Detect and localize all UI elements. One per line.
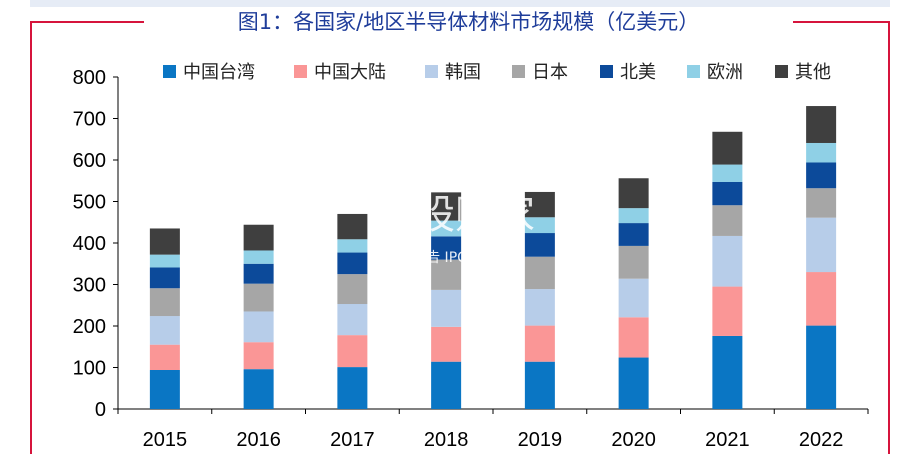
frame-right <box>888 21 890 454</box>
frame-left <box>30 21 32 454</box>
y-tick-label: 600 <box>73 150 106 172</box>
bar-segment <box>337 252 368 275</box>
bar-segment <box>149 228 180 255</box>
y-tick-label: 500 <box>73 192 106 214</box>
legend-swatch <box>294 65 307 78</box>
bar-segment <box>431 259 462 290</box>
bar-segment <box>431 326 462 362</box>
frame-top-right <box>793 21 890 23</box>
bar-segment <box>618 223 649 246</box>
frame-top-left <box>30 21 144 23</box>
x-tick-label: 2016 <box>236 429 281 451</box>
legend-label: 中国台湾 <box>183 62 255 83</box>
bar-segment <box>618 278 649 318</box>
bar-segment <box>149 254 180 268</box>
bar-segment <box>618 208 649 224</box>
top-band <box>30 0 890 7</box>
bar-segment <box>337 239 368 253</box>
x-tick-label: 2020 <box>611 429 656 451</box>
legend-swatch <box>775 65 788 78</box>
x-tick-label: 2019 <box>518 429 563 451</box>
bar-segment <box>243 342 274 370</box>
x-tick-label: 2022 <box>799 429 844 451</box>
bar-segment <box>806 188 837 218</box>
bar-segment <box>712 235 743 287</box>
y-tick-label: 100 <box>73 358 106 380</box>
legend-swatch <box>512 65 525 78</box>
bar-segment <box>431 220 462 237</box>
bar-segment <box>149 288 180 317</box>
bar-segment <box>524 289 555 326</box>
bar-segment <box>149 344 180 370</box>
bar-segment <box>337 274 368 305</box>
watermark-sub-text: 行业报告 IPOIPO.CN <box>384 250 516 266</box>
bar-segment <box>149 369 180 409</box>
legend-label: 韩国 <box>445 62 481 83</box>
bar-segment <box>149 267 180 289</box>
bar-segment <box>431 192 462 221</box>
bar-segment <box>243 283 274 312</box>
bar-segment <box>712 164 743 182</box>
y-tick-label: 300 <box>73 275 106 297</box>
bar-segment <box>806 272 837 326</box>
bar-segment <box>618 178 649 209</box>
bar-segment <box>712 286 743 336</box>
bar-segment <box>806 142 837 163</box>
bar-segment <box>618 317 649 358</box>
bar-segment <box>431 289 462 327</box>
chart-title: 图1：各国家/地区半导体材料市场规模（亿美元） <box>237 10 700 34</box>
x-tick-label: 2018 <box>424 429 469 451</box>
legend-label: 日本 <box>532 62 568 83</box>
bar-segment <box>618 245 649 279</box>
legend-label: 其他 <box>795 62 831 83</box>
x-tick-label: 2015 <box>143 429 188 451</box>
bar-segment <box>243 224 274 251</box>
bar-segment <box>712 205 743 236</box>
y-tick-label: 0 <box>95 399 106 421</box>
bar-segment <box>712 131 743 165</box>
x-tick-label: 2017 <box>330 429 375 451</box>
bar-segment <box>337 304 368 336</box>
y-tick-label: 800 <box>73 67 106 89</box>
legend-swatch <box>425 65 438 78</box>
bar-segment <box>806 217 837 273</box>
y-tick-label: 700 <box>73 109 106 131</box>
bar-segment <box>524 217 555 234</box>
y-tick-label: 200 <box>73 316 106 338</box>
x-tick-label: 2021 <box>705 429 750 451</box>
y-tick-label: 400 <box>73 233 106 255</box>
bar-segment <box>524 191 555 218</box>
watermark-logo-text: 新股购家 <box>375 192 535 238</box>
bar-segment <box>712 335 743 409</box>
bar-segment <box>431 236 462 260</box>
bar-segment <box>149 316 180 345</box>
legend-label: 欧洲 <box>707 62 743 83</box>
bar-segment <box>806 325 837 409</box>
legend-label: 北美 <box>620 62 656 83</box>
bar-segment <box>524 233 555 257</box>
bar-segment <box>618 357 649 409</box>
bar-segment <box>806 106 837 143</box>
bar-segment <box>243 250 274 264</box>
bar-segment <box>712 181 743 206</box>
bar-segment <box>243 369 274 409</box>
bar-segment <box>337 335 368 368</box>
legend-label: 中国大陆 <box>314 62 386 83</box>
bar-segment <box>337 213 368 240</box>
bar-segment <box>337 367 368 409</box>
bar-segment <box>524 256 555 290</box>
bar-segment <box>243 311 274 343</box>
legend-swatch <box>600 65 613 78</box>
legend-swatch <box>687 65 700 78</box>
bar-segment <box>431 361 462 409</box>
legend-swatch <box>163 65 176 78</box>
bar-segment <box>806 162 837 189</box>
bar-segment <box>243 263 274 284</box>
bar-segment <box>524 361 555 409</box>
bar-segment <box>524 325 555 362</box>
